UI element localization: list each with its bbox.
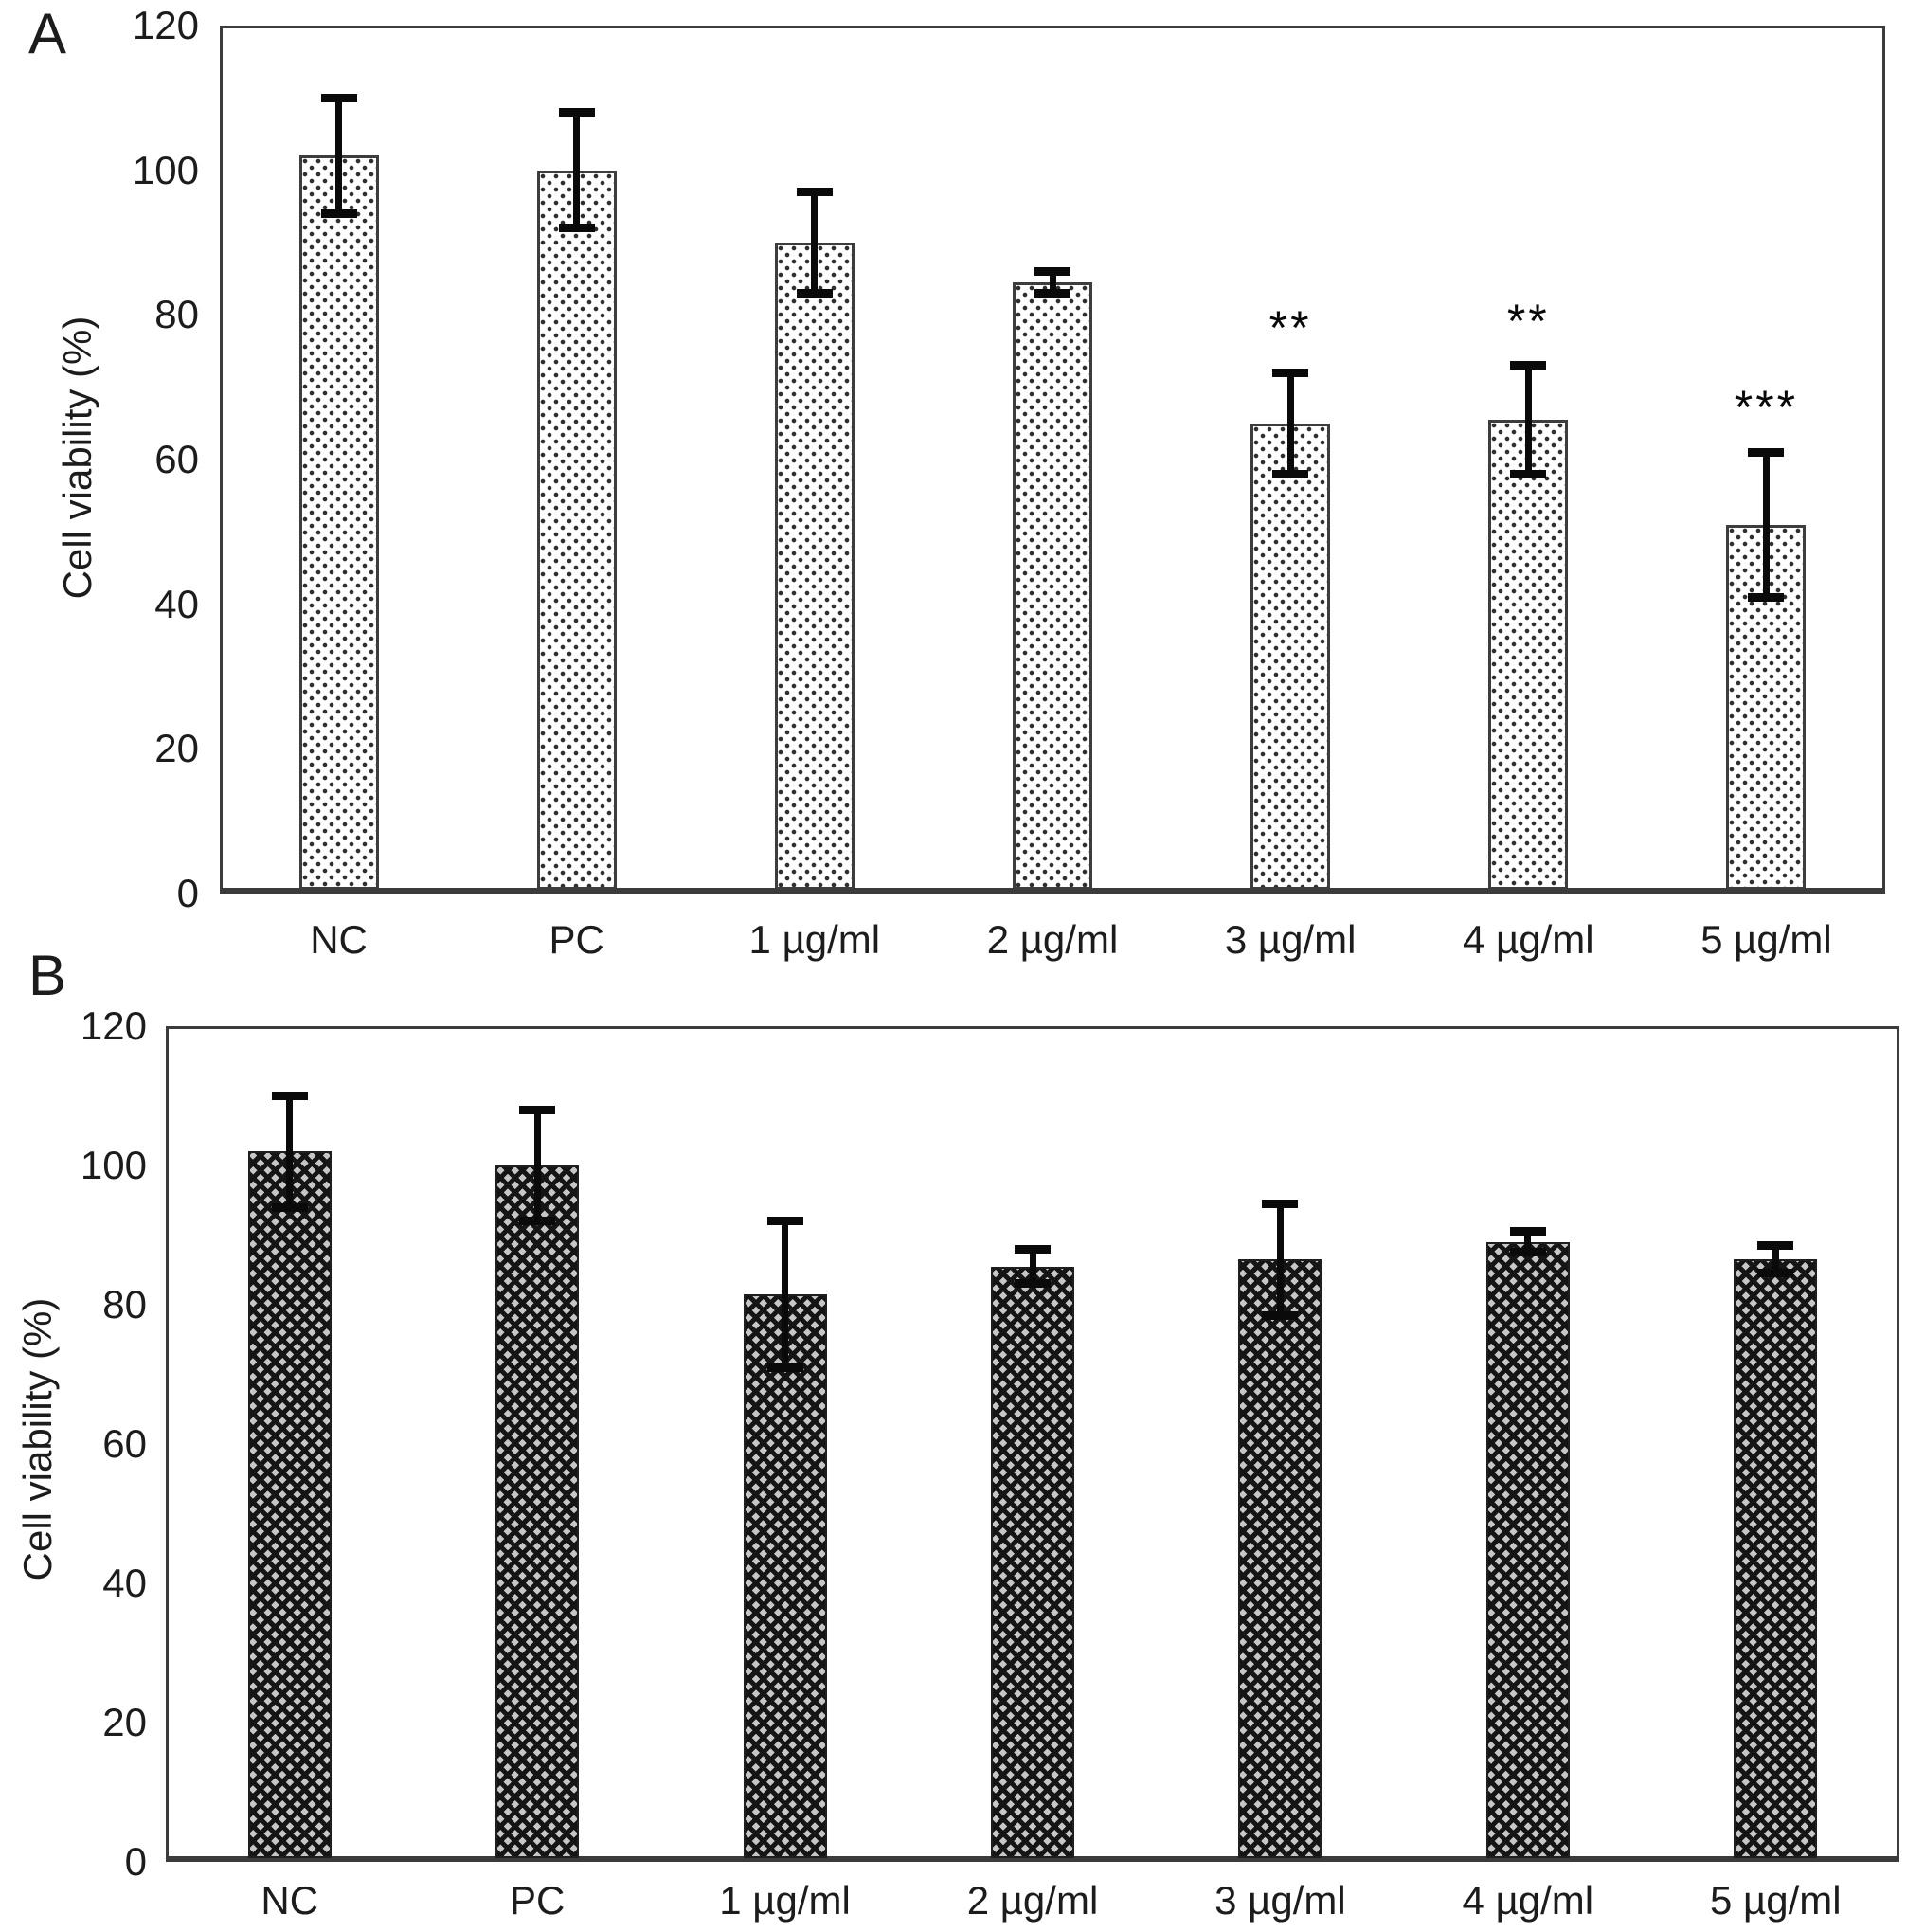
error-bar-cap-bottom-2 µg/ml bbox=[1015, 1279, 1051, 1289]
error-bar-line-2 µg/ml bbox=[1049, 271, 1056, 294]
x-category-label-NC: NC bbox=[261, 1878, 319, 1923]
error-bar-line-1 µg/ml bbox=[782, 1220, 789, 1368]
bar-PC bbox=[495, 1165, 580, 1858]
error-bar-line-PC bbox=[573, 112, 581, 228]
x-category-label-5 µg/ml: 5 µg/ml bbox=[1709, 1878, 1842, 1923]
y-tick-label-120: 120 bbox=[80, 1003, 147, 1048]
error-bar-cap-bottom-5 µg/ml bbox=[1757, 1269, 1794, 1278]
y-tick-label-20: 20 bbox=[154, 726, 199, 771]
y-tick-label-20: 20 bbox=[102, 1700, 147, 1744]
error-bar-cap-bottom-NC bbox=[271, 1202, 308, 1212]
error-bar-cap-top-4 µg/ml bbox=[1510, 361, 1547, 370]
error-bar-line-2 µg/ml bbox=[1029, 1249, 1036, 1284]
error-bar-line-4 µg/ml bbox=[1524, 1231, 1532, 1253]
error-bar-cap-top-5 µg/ml bbox=[1748, 447, 1785, 457]
bar-2 µg/ml bbox=[991, 1266, 1074, 1858]
bar-3 µg/ml bbox=[1250, 423, 1331, 890]
y-tick-label-60: 60 bbox=[102, 1421, 147, 1466]
error-bar-line-NC bbox=[335, 98, 343, 214]
bar-4 µg/ml bbox=[1485, 1241, 1570, 1858]
error-bar-cap-bottom-4 µg/ml bbox=[1510, 469, 1547, 478]
bar-PC bbox=[536, 170, 617, 890]
error-bar-cap-top-3 µg/ml bbox=[1262, 1199, 1299, 1208]
bar-4 µg/ml bbox=[1488, 420, 1569, 890]
error-bar-cap-top-1 µg/ml bbox=[796, 188, 833, 197]
x-category-label-2 µg/ml: 2 µg/ml bbox=[986, 917, 1119, 962]
error-bar-cap-top-3 µg/ml bbox=[1272, 368, 1309, 377]
x-category-label-4 µg/ml: 4 µg/ml bbox=[1462, 1878, 1594, 1923]
bar-NC bbox=[298, 155, 379, 890]
error-bar-line-5 µg/ml bbox=[1772, 1245, 1779, 1273]
x-category-label-3 µg/ml: 3 µg/ml bbox=[1224, 917, 1357, 962]
bar-3 µg/ml bbox=[1238, 1259, 1322, 1858]
error-bar-line-3 µg/ml bbox=[1276, 1203, 1284, 1316]
error-bar-line-PC bbox=[533, 1110, 541, 1221]
y-tick-label-80: 80 bbox=[102, 1282, 147, 1327]
error-bar-cap-top-2 µg/ml bbox=[1015, 1244, 1051, 1254]
error-bar-cap-bottom-2 µg/ml bbox=[1034, 288, 1070, 298]
significance-marker-4 µg/ml: ** bbox=[1506, 294, 1550, 348]
error-bar-cap-top-NC bbox=[320, 93, 357, 102]
x-category-label-4 µg/ml: 4 µg/ml bbox=[1462, 917, 1594, 962]
error-bar-line-3 µg/ml bbox=[1286, 372, 1294, 475]
y-tick-label-40: 40 bbox=[154, 581, 199, 626]
error-bar-cap-top-1 µg/ml bbox=[766, 1217, 803, 1226]
panel-a-label: A bbox=[28, 2, 67, 65]
error-bar-line-NC bbox=[286, 1095, 294, 1208]
error-bar-cap-top-PC bbox=[558, 108, 595, 117]
error-bar-cap-bottom-PC bbox=[519, 1217, 556, 1226]
y-tick-label-80: 80 bbox=[154, 292, 199, 337]
error-bar-cap-bottom-1 µg/ml bbox=[796, 288, 833, 298]
bar-1 µg/ml bbox=[743, 1293, 827, 1858]
significance-marker-5 µg/ml: *** bbox=[1734, 381, 1799, 435]
x-category-label-3 µg/ml: 3 µg/ml bbox=[1214, 1878, 1346, 1923]
error-bar-cap-top-5 µg/ml bbox=[1757, 1241, 1794, 1251]
error-bar-cap-bottom-NC bbox=[320, 208, 357, 218]
x-category-label-PC: PC bbox=[549, 917, 604, 962]
error-bar-cap-top-PC bbox=[519, 1105, 556, 1114]
error-bar-line-5 µg/ml bbox=[1762, 452, 1770, 598]
error-bar-cap-top-2 µg/ml bbox=[1034, 267, 1070, 277]
error-bar-cap-bottom-1 µg/ml bbox=[766, 1363, 803, 1372]
x-category-label-PC: PC bbox=[509, 1878, 566, 1923]
y-tick-label-100: 100 bbox=[80, 1143, 147, 1187]
error-bar-cap-top-4 µg/ml bbox=[1509, 1227, 1546, 1237]
y-tick-label-120: 120 bbox=[132, 3, 199, 47]
x-category-label-1 µg/ml: 1 µg/ml bbox=[748, 917, 881, 962]
y-tick-label-0: 0 bbox=[176, 871, 199, 915]
x-category-label-1 µg/ml: 1 µg/ml bbox=[719, 1878, 851, 1923]
bar-2 µg/ml bbox=[1013, 281, 1092, 890]
error-bar-cap-top-NC bbox=[271, 1092, 308, 1100]
error-bar-cap-bottom-PC bbox=[558, 224, 595, 233]
significance-marker-3 µg/ml: ** bbox=[1268, 301, 1312, 355]
y-tick-label-40: 40 bbox=[102, 1561, 147, 1605]
bar-NC bbox=[247, 1151, 332, 1858]
bar-5 µg/ml bbox=[1734, 1259, 1818, 1858]
error-bar-cap-bottom-4 µg/ml bbox=[1509, 1248, 1546, 1257]
error-bar-cap-bottom-3 µg/ml bbox=[1262, 1310, 1299, 1320]
x-category-label-2 µg/ml: 2 µg/ml bbox=[966, 1878, 1099, 1923]
y-tick-label-100: 100 bbox=[132, 147, 199, 192]
y-tick-label-0: 0 bbox=[124, 1839, 147, 1884]
x-category-label-NC: NC bbox=[310, 917, 368, 962]
x-category-label-5 µg/ml: 5 µg/ml bbox=[1700, 917, 1832, 962]
y-tick-label-60: 60 bbox=[154, 437, 199, 481]
bar-1 µg/ml bbox=[774, 243, 855, 890]
error-bar-cap-bottom-5 µg/ml bbox=[1748, 592, 1785, 602]
error-bar-cap-bottom-3 µg/ml bbox=[1272, 469, 1309, 478]
error-bar-line-4 µg/ml bbox=[1524, 365, 1532, 475]
panel-b-label: B bbox=[28, 944, 67, 1007]
error-bar-line-1 µg/ml bbox=[811, 191, 819, 294]
